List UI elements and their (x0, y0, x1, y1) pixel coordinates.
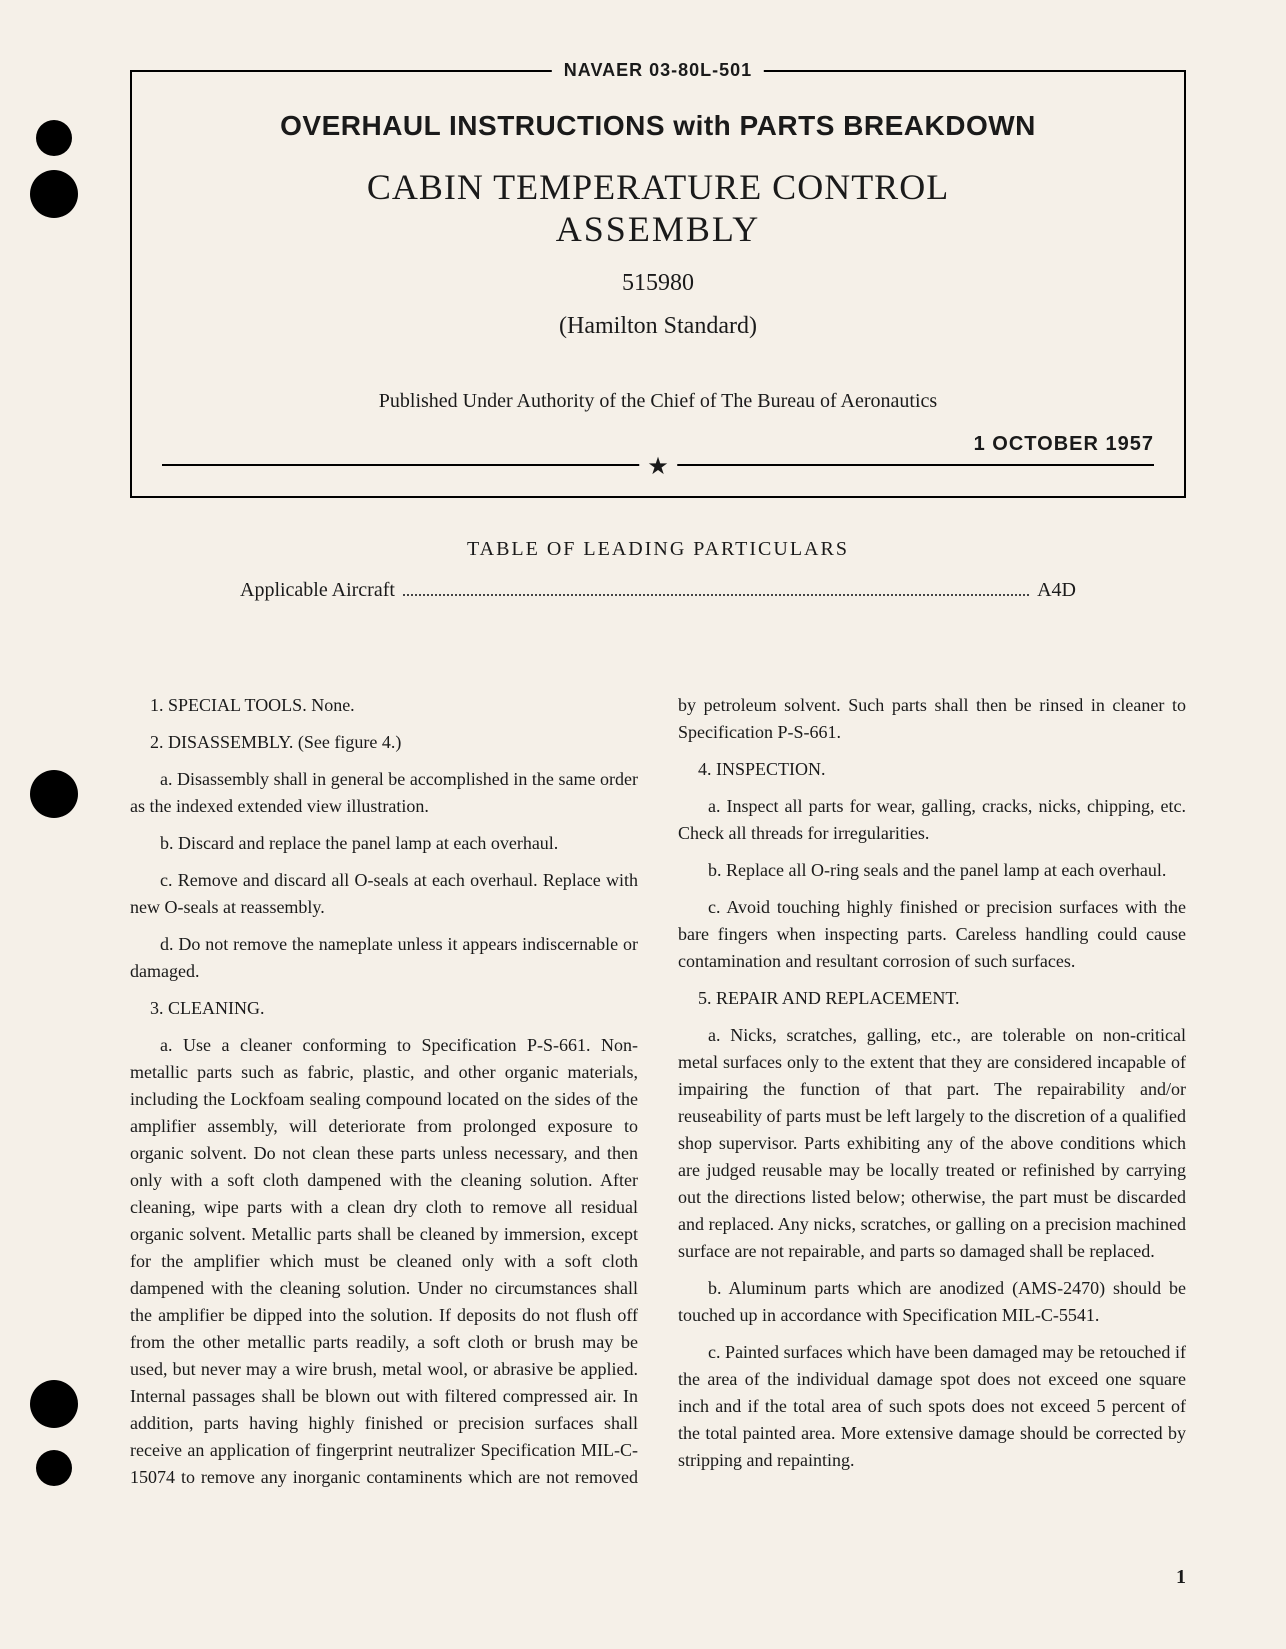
particulars-row: Applicable Aircraft A4D (240, 579, 1076, 602)
section-2c: c. Remove and discard all O-seals at eac… (130, 867, 638, 921)
section-1: 1. SPECIAL TOOLS. None. (130, 692, 638, 719)
punch-hole (30, 770, 78, 818)
star-icon: ★ (639, 452, 677, 481)
part-number: 515980 (162, 270, 1154, 297)
publish-date: 1 OCTOBER 1957 (974, 433, 1154, 456)
overhaul-title: OVERHAUL INSTRUCTIONS with PARTS BREAKDO… (162, 110, 1154, 142)
manufacturer: (Hamilton Standard) (162, 313, 1154, 340)
section-4b: b. Replace all O-ring seals and the pane… (678, 857, 1186, 884)
assembly-title-line1: CABIN TEMPERATURE CONTROL (162, 166, 1154, 208)
section-2d: d. Do not remove the nameplate unless it… (130, 931, 638, 985)
authority-statement: Published Under Authority of the Chief o… (162, 390, 1154, 413)
particulars-title: TABLE OF LEADING PARTICULARS (130, 538, 1186, 561)
section-5: 5. REPAIR AND REPLACEMENT. (678, 985, 1186, 1012)
punch-hole (36, 1450, 72, 1486)
section-2: 2. DISASSEMBLY. (See figure 4.) (130, 729, 638, 756)
star-divider: ★ (162, 464, 1154, 466)
section-5b: b. Aluminum parts which are anodized (AM… (678, 1275, 1186, 1329)
document-body: 1. SPECIAL TOOLS. None. 2. DISASSEMBLY. … (130, 692, 1186, 1491)
section-2a: a. Disassembly shall in general be accom… (130, 766, 638, 820)
dotted-leader (403, 594, 1029, 596)
document-header-box: NAVAER 03-80L-501 OVERHAUL INSTRUCTIONS … (130, 70, 1186, 498)
punch-hole (30, 1380, 78, 1428)
section-5a: a. Nicks, scratches, galling, etc., are … (678, 1022, 1186, 1265)
punch-hole (30, 170, 78, 218)
punch-hole (36, 120, 72, 156)
particulars-label: Applicable Aircraft (240, 579, 395, 602)
assembly-title-line2: ASSEMBLY (162, 208, 1154, 250)
particulars-value: A4D (1037, 579, 1076, 602)
section-4a: a. Inspect all parts for wear, galling, … (678, 793, 1186, 847)
page-number: 1 (1176, 1566, 1186, 1589)
document-id: NAVAER 03-80L-501 (552, 60, 764, 81)
section-2b: b. Discard and replace the panel lamp at… (130, 830, 638, 857)
section-4: 4. INSPECTION. (678, 756, 1186, 783)
section-3: 3. CLEANING. (130, 995, 638, 1022)
section-4c: c. Avoid touching highly finished or pre… (678, 894, 1186, 975)
section-5c: c. Painted surfaces which have been dama… (678, 1339, 1186, 1474)
